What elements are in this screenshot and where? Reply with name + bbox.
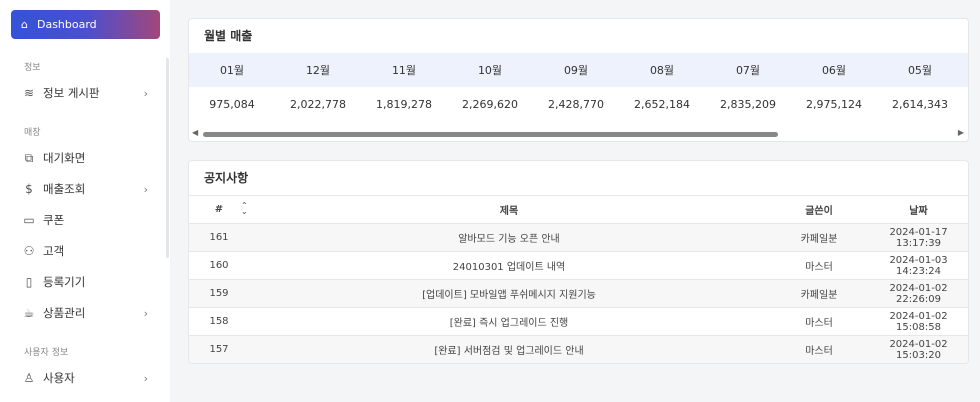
month-header: 12월: [305, 64, 331, 77]
row-date: 2024-01-02 15:03:20: [869, 335, 968, 363]
table-row[interactable]: 160 24010301 업데이트 내역 마스터 2024-01-03 14:23:2…: [189, 251, 968, 280]
scroll-left-icon[interactable]: ◀: [192, 128, 199, 137]
row-date: 2024-01-02 15:08:58: [869, 307, 968, 336]
sidebar-item[interactable]: ▯ 등록기기: [21, 271, 156, 293]
sidebar-section-title: 매장: [24, 128, 41, 138]
card-title: 공지사항: [204, 171, 249, 185]
month-value: 2,652,184: [634, 97, 690, 111]
month-value: 2,428,770: [548, 97, 604, 111]
row-title[interactable]: [업데이트] 모바일앱 푸쉬메시지 지원기능: [249, 279, 769, 308]
ticket-icon: ▭: [23, 213, 35, 227]
col-title[interactable]: 제목: [249, 195, 769, 224]
copy-icon: ⧉: [24, 150, 34, 165]
home-icon: ⌂: [21, 18, 28, 31]
sidebar-item[interactable]: ♙ 사용자 ›: [21, 367, 156, 389]
month-header: 07월: [735, 64, 761, 77]
month-header: 05월: [907, 64, 933, 77]
month-header: 08월: [649, 64, 675, 77]
layers-icon: ≋: [23, 86, 35, 100]
row-title[interactable]: 24010301 업데이트 내역: [249, 251, 769, 280]
row-num: 159: [189, 279, 249, 308]
dollar-icon: $: [25, 182, 33, 196]
sales-values: 975,084 2,022,778 1,819,278 2,269,620 2,428,…: [189, 87, 968, 121]
scroll-right-icon[interactable]: ▶: [957, 128, 964, 137]
row-title[interactable]: [완료] 서버점검 및 업그레이드 안내: [249, 335, 769, 363]
month-header: 01월: [219, 64, 245, 77]
row-author: 마스터: [769, 251, 869, 280]
month-header: 06월: [821, 64, 847, 77]
row-title[interactable]: 알바모드 기능 오픈 안내: [249, 223, 769, 252]
table-row[interactable]: 159 [업데이트] 모바일앱 푸쉬메시지 지원기능 카페일분 2024-01-02 …: [189, 279, 968, 308]
month-value: 2,022,778: [290, 97, 346, 111]
month-header: 11월: [391, 64, 417, 77]
sidebar-item[interactable]: ☕ 상품관리 ›: [21, 302, 156, 324]
sidebar-item[interactable]: ⧉ 대기화면: [21, 147, 156, 169]
col-num[interactable]: # ⌃ ⌄: [189, 195, 249, 224]
sidebar-section-title: 정보: [24, 63, 41, 73]
sidebar-item-dashboard[interactable]: ⌂ Dashboard: [11, 10, 160, 39]
table-row[interactable]: 158 [완료] 즉시 업그레이드 진행 마스터 2024-01-02 15:08:5…: [189, 307, 968, 336]
col-author[interactable]: 글쓴이: [769, 195, 869, 224]
month-value: 975,084: [209, 97, 255, 111]
row-num: 157: [189, 335, 249, 363]
month-value: 2,835,209: [720, 97, 776, 111]
sidebar: ⌂ Dashboard 정보 ≋ 정보 게시판 › 매장 ⧉ 대기화면 $ 매출조회 › ▭ 쿠폰 ⚇ 고…: [0, 0, 170, 402]
month-header: 09월: [563, 64, 589, 77]
table-row[interactable]: 161 알바모드 기능 오픈 안내 카페일분 2024-01-17 13:17:39: [189, 223, 968, 252]
user-icon: ♙: [23, 371, 35, 385]
row-author: 카페일분: [769, 223, 869, 252]
row-date: 2024-01-02 22:26:09: [869, 279, 968, 308]
row-author: 카페일분: [769, 279, 869, 308]
chevron-right-icon: ›: [143, 182, 148, 196]
cup-icon: ☕: [23, 306, 35, 320]
sidebar-item[interactable]: ▭ 쿠폰: [21, 209, 156, 231]
notice-card: 공지사항 # ⌃ ⌄ 제목 글쓴이 날짜 161 알바모드 기능 오픈 안내 카페일분 2…: [188, 160, 969, 364]
sidebar-item[interactable]: ⚇ 고객: [21, 240, 156, 262]
monthly-sales-card: 월별 매출 01월 12월 11월 10월 09월 08월 07월 06월 05월 975,08…: [188, 18, 969, 142]
row-num: 160: [189, 251, 249, 280]
chevron-right-icon: ›: [143, 371, 148, 385]
chevron-right-icon: ›: [143, 306, 148, 320]
sidebar-scrollbar[interactable]: [166, 58, 169, 258]
sort-icon[interactable]: ⌃ ⌄: [241, 201, 248, 216]
users-icon: ⚇: [23, 244, 35, 258]
month-header: 10월: [477, 64, 503, 77]
phone-icon: ▯: [25, 275, 33, 289]
sidebar-item[interactable]: ≋ 정보 게시판 ›: [21, 82, 156, 104]
row-date: 2024-01-03 14:23:24: [869, 251, 968, 280]
scroll-thumb[interactable]: [203, 132, 778, 137]
notice-table: # ⌃ ⌄ 제목 글쓴이 날짜 161 알바모드 기능 오픈 안내 카페일분 2024-0…: [189, 195, 968, 363]
row-title[interactable]: [완료] 즉시 업그레이드 진행: [249, 307, 769, 336]
sidebar-item[interactable]: $ 매출조회 ›: [21, 178, 156, 200]
row-author: 마스터: [769, 307, 869, 336]
sidebar-section-title: 사용자 정보: [24, 348, 69, 358]
month-value: 1,819,278: [376, 97, 432, 111]
chevron-right-icon: ›: [143, 86, 148, 100]
table-row[interactable]: 157 [완료] 서버점검 및 업그레이드 안내 마스터 2024-01-02 15:…: [189, 335, 968, 363]
horizontal-scrollbar[interactable]: ◀ ▶: [189, 127, 968, 141]
col-date[interactable]: 날짜: [869, 195, 968, 224]
months-header: 01월 12월 11월 10월 09월 08월 07월 06월 05월: [189, 53, 968, 87]
row-num: 158: [189, 307, 249, 336]
row-num: 161: [189, 223, 249, 252]
card-title: 월별 매출: [204, 29, 253, 43]
month-value: 2,614,343: [892, 97, 948, 111]
month-value: 2,975,124: [806, 97, 862, 111]
row-author: 마스터: [769, 335, 869, 363]
row-date: 2024-01-17 13:17:39: [869, 223, 968, 252]
month-value: 2,269,620: [462, 97, 518, 111]
